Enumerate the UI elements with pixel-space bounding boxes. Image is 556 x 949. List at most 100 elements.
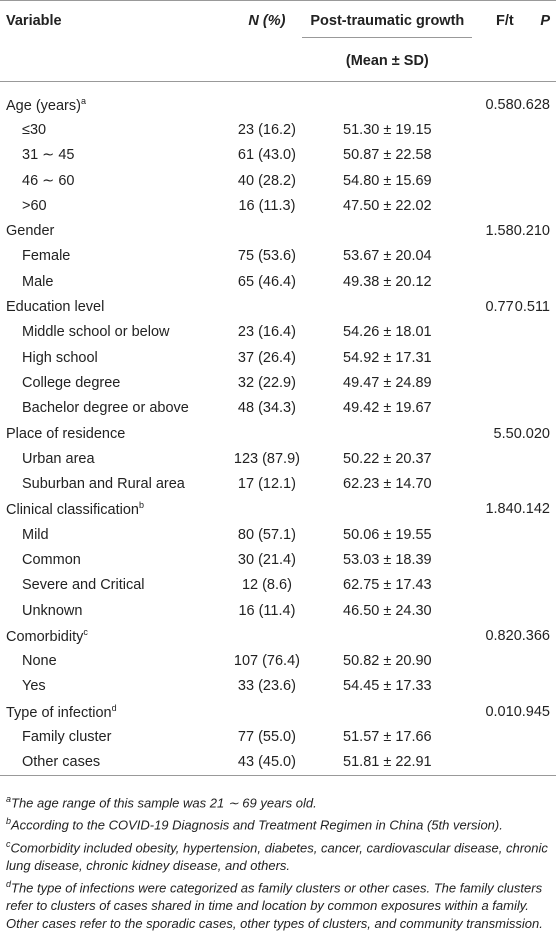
item-row: Suburban and Rural area 17 (12.1) 62.23 ± …	[0, 471, 556, 496]
item-label: ≤30	[22, 121, 47, 138]
item-label: Bachelor degree or above	[22, 400, 189, 417]
group-label: Age (years)	[6, 97, 81, 114]
ptg-value: 54.92 ± 17.31	[343, 349, 432, 366]
ptg-value: 51.81 ± 22.91	[343, 754, 432, 771]
p-value: 0.945	[513, 703, 550, 720]
cell	[514, 244, 556, 269]
cell	[514, 117, 556, 142]
item-label: None	[22, 653, 57, 670]
n-value: 17 (12.1)	[237, 476, 296, 493]
footnote-mark: a	[80, 95, 86, 106]
item-row: 46 ∼ 60 40 (28.2) 54.80 ± 15.69	[0, 168, 556, 193]
item-label: Male	[22, 273, 54, 290]
cell	[474, 193, 514, 218]
group-label: Place of residence	[6, 425, 126, 442]
cell	[301, 623, 474, 648]
footnote: cComorbidity included obesity, hypertens…	[6, 835, 550, 875]
cell	[474, 143, 514, 168]
header-text: Post-traumatic growth	[302, 13, 473, 38]
cell	[233, 294, 300, 319]
n-value: 80 (57.1)	[237, 526, 296, 543]
footnote-mark: d	[6, 879, 12, 889]
item-label: >60	[22, 197, 47, 214]
group-label-cell: Comorbidityc	[0, 623, 233, 648]
header-cell: F/t	[495, 13, 514, 29]
cell	[233, 623, 300, 648]
item-label: Yes	[22, 678, 46, 695]
ft-value: 0.01	[485, 703, 514, 720]
group-row: Education level 0.77 0.511	[0, 294, 556, 319]
header-cell: Post-traumatic growth	[301, 1, 474, 42]
ft-value: 0.77	[485, 299, 514, 316]
group-label-cell: Type of infectiond	[0, 699, 233, 724]
cell	[474, 168, 514, 193]
n-value: 77 (55.0)	[237, 729, 296, 746]
item-row: 31 ∼ 45 61 (43.0) 50.87 ± 22.58	[0, 143, 556, 168]
group-row: Clinical classificationb 1.84 0.142	[0, 497, 556, 522]
n-value: 40 (28.2)	[237, 172, 296, 189]
ft-value: 1.84	[485, 501, 514, 518]
p-value: 0.628	[513, 96, 550, 113]
n-value: 123 (87.9)	[233, 450, 300, 467]
footnote: dThe type of infections were categorized…	[6, 875, 550, 933]
cell	[474, 446, 514, 471]
cell	[514, 573, 556, 598]
footnote: aThe age range of this sample was 21 ∼ 6…	[6, 790, 550, 812]
cell	[301, 421, 474, 446]
group-label-cell: Clinical classificationb	[0, 497, 233, 522]
cell	[474, 573, 514, 598]
n-value: 30 (21.4)	[237, 551, 296, 568]
group-label: Education level	[6, 299, 105, 316]
ptg-value: 46.50 ± 24.30	[343, 602, 432, 619]
cell	[514, 143, 556, 168]
item-row: ≤30 23 (16.2) 51.30 ± 19.15	[0, 117, 556, 142]
cell	[514, 370, 556, 395]
cell	[233, 699, 300, 724]
header-text: N (%)	[248, 13, 286, 29]
cell	[474, 269, 514, 294]
item-row: Other cases 43 (45.0) 51.81 ± 22.91	[0, 750, 556, 776]
footnote-mark: b	[138, 500, 144, 511]
cell	[474, 117, 514, 142]
footnote-text: The age range of this sample was 21 ∼ 69…	[11, 795, 317, 811]
table-body: Age (years)a 0.58 0.628 ≤30 23 (16.2) 51.30 ±…	[0, 82, 556, 776]
ptg-value: 49.38 ± 20.12	[343, 273, 432, 290]
cell	[474, 345, 514, 370]
ptg-value: 62.23 ± 14.70	[343, 476, 432, 493]
item-label: Mild	[22, 526, 49, 543]
cell	[514, 269, 556, 294]
cell	[301, 497, 474, 522]
n-value: 65 (46.4)	[237, 273, 296, 290]
header-cell: (Mean ± SD)	[345, 53, 429, 69]
n-value: 61 (43.0)	[237, 147, 296, 164]
cell	[514, 522, 556, 547]
item-label: Other cases	[22, 754, 101, 771]
ptg-value: 50.22 ± 20.37	[343, 450, 432, 467]
ptg-value: 51.30 ± 19.15	[343, 121, 432, 138]
item-label: 46 ∼ 60	[22, 172, 75, 189]
group-label: Comorbidity	[6, 628, 84, 645]
item-label: High school	[22, 349, 98, 366]
n-value: 43 (45.0)	[237, 754, 296, 771]
n-value: 23 (16.2)	[237, 121, 296, 138]
item-row: Family cluster 77 (55.0) 51.57 ± 17.66	[0, 724, 556, 749]
ft-value: 0.58	[485, 96, 514, 113]
p-value: 0.210	[513, 223, 550, 240]
item-row: Bachelor degree or above 48 (34.3) 49.42 ±…	[0, 396, 556, 421]
ptg-value: 50.06 ± 19.55	[343, 526, 432, 543]
p-value: 0.366	[513, 627, 550, 644]
cell	[301, 699, 474, 724]
ft-value: 0.82	[485, 627, 514, 644]
footnotes: aThe age range of this sample was 21 ∼ 6…	[0, 790, 556, 933]
group-row: Age (years)a 0.58 0.628	[0, 82, 556, 118]
cell	[474, 724, 514, 749]
n-value: 48 (34.3)	[237, 400, 296, 417]
cell	[474, 320, 514, 345]
ptg-value: 53.03 ± 18.39	[343, 551, 432, 568]
cell	[474, 396, 514, 421]
item-label: Severe and Critical	[22, 577, 145, 594]
ft-value: 5.5	[493, 425, 514, 442]
item-label: Female	[22, 248, 71, 265]
footnote-mark: c	[83, 626, 88, 637]
ptg-value: 54.26 ± 18.01	[343, 324, 432, 341]
